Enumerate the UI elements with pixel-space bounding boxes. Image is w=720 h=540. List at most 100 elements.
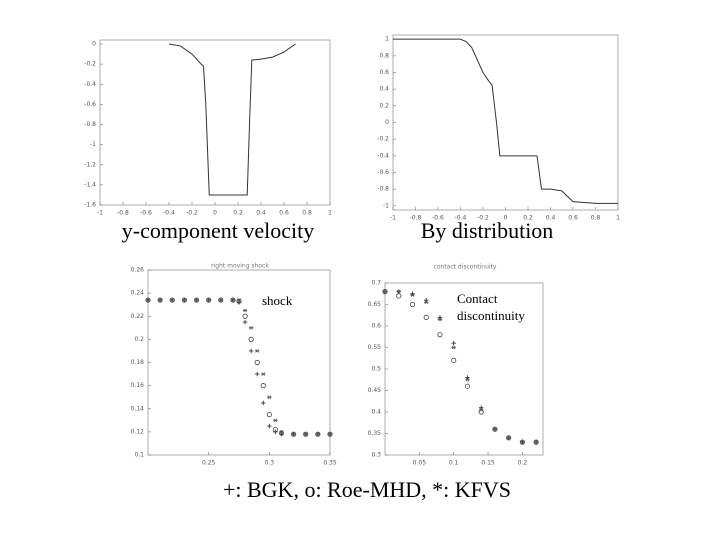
y-tick-label: -1 [90,141,96,148]
y-tick-label: -1 [383,202,389,209]
x-tick-label: -1 [97,210,103,217]
kfvs-marker [279,430,284,434]
roe-marker [478,409,484,415]
roe-marker [437,331,443,338]
kfvs-marker [248,325,254,330]
bgk-marker [437,315,443,320]
y-tick-label: 0.35 [368,430,382,437]
y-tick-label: 0.14 [131,405,145,412]
roe-marker [260,383,266,389]
bgk-marker [465,375,470,380]
roe-marker [236,298,242,304]
data-line [393,38,618,204]
roe-marker [423,314,429,320]
legend-caption: +: BGK, o: Roe-MHD, *: KFVS [223,477,511,502]
x-tick-label: 0.3 [265,460,275,467]
kfvs-marker [291,432,296,437]
kfvs-marker [273,418,278,423]
y-tick-label: 0.1 [134,452,144,459]
y-tick-label: -0.8 [377,186,389,193]
kfvs-marker [478,408,484,412]
data-line [168,43,296,196]
kfvs-marker [145,298,151,302]
kfvs-marker [410,293,415,297]
y-tick-label: 0 [92,41,96,48]
kfvs-marker [327,432,333,437]
y-tick-label: -0.4 [84,81,96,88]
bgk-marker [478,405,484,410]
x-tick-label: 0 [213,210,217,217]
x-tick-label: 0.25 [202,460,216,467]
x-tick-label: 0.4 [546,215,556,222]
x-tick-label: -0.8 [117,210,129,217]
kfvs-marker [520,440,525,444]
kfvs-marker [255,349,260,353]
roe-marker [278,430,285,436]
y-tick-label: -0.2 [377,136,389,143]
y-tick-label: 0 [385,119,389,126]
bgk-marker [242,319,248,325]
y-tick-label: 0.4 [379,86,389,93]
y-tick-label: 0.26 [131,267,145,274]
roe-marker [464,383,471,389]
y-tick-label: -0.6 [84,101,96,108]
kfvs-marker [465,377,470,382]
roe-marker [254,359,260,366]
plot-frame [392,34,619,211]
y-tick-label: -0.2 [84,61,96,68]
kfvs-marker [437,317,443,322]
x-tick-label: 0.8 [591,215,601,222]
y-tick-label: 0.8 [379,52,389,59]
y-tick-label: 0.4 [371,409,381,416]
y-tick-label: 0.6 [379,69,389,76]
y-tick-label: 0.5 [371,366,381,373]
kfvs-marker [242,308,248,313]
x-tick-label: 1 [616,215,620,222]
kfvs-marker [267,395,272,400]
y-tick-label: 0.65 [368,301,382,308]
y-tick-label: -0.4 [377,152,389,159]
kfvs-marker [506,435,511,440]
plot-frame [99,39,331,206]
x-tick-label: -0.4 [163,210,175,217]
kfvs-marker [218,298,223,302]
y-tick-label: 0.2 [379,102,389,109]
kfvs-marker [451,345,456,350]
kfvs-marker [303,432,308,437]
chart-title: y-component velocity [122,218,314,243]
annotation: shock [262,293,293,308]
y-tick-label: 0.12 [131,428,145,435]
bgk-marker [424,298,429,303]
bgk-marker [261,400,266,406]
kfvs-marker [382,289,388,294]
x-tick-label: 0.2 [523,215,533,222]
kfvs-marker [315,432,321,437]
x-tick-label: 0.35 [323,460,337,467]
x-tick-label: 0 [504,215,508,222]
x-tick-label: 0.15 [481,460,495,467]
roe-marker [242,313,248,319]
x-tick-label: 0.6 [279,210,289,217]
bgk-marker [236,300,242,305]
x-tick-label: 0.6 [568,215,578,222]
x-tick-label: 0.2 [518,460,528,467]
kfvs-marker [424,300,429,305]
chart-title: contact discontinuity [434,264,497,271]
x-tick-label: -1 [390,215,396,222]
x-tick-label: -0.2 [186,210,198,217]
x-tick-label: 1 [328,210,332,217]
y-tick-label: -1.4 [84,181,96,188]
y-tick-label: 0.45 [368,387,382,394]
kfvs-marker [492,427,498,432]
bgk-marker [451,341,456,346]
kfvs-marker [182,298,187,302]
chart-title: By distribution [421,218,554,243]
kfvs-marker [261,372,266,376]
x-tick-label: 0.05 [413,460,427,467]
kfvs-marker [230,298,236,302]
kfvs-marker [396,289,401,294]
y-tick-label: 1 [385,36,389,43]
x-tick-label: -0.6 [140,210,152,217]
